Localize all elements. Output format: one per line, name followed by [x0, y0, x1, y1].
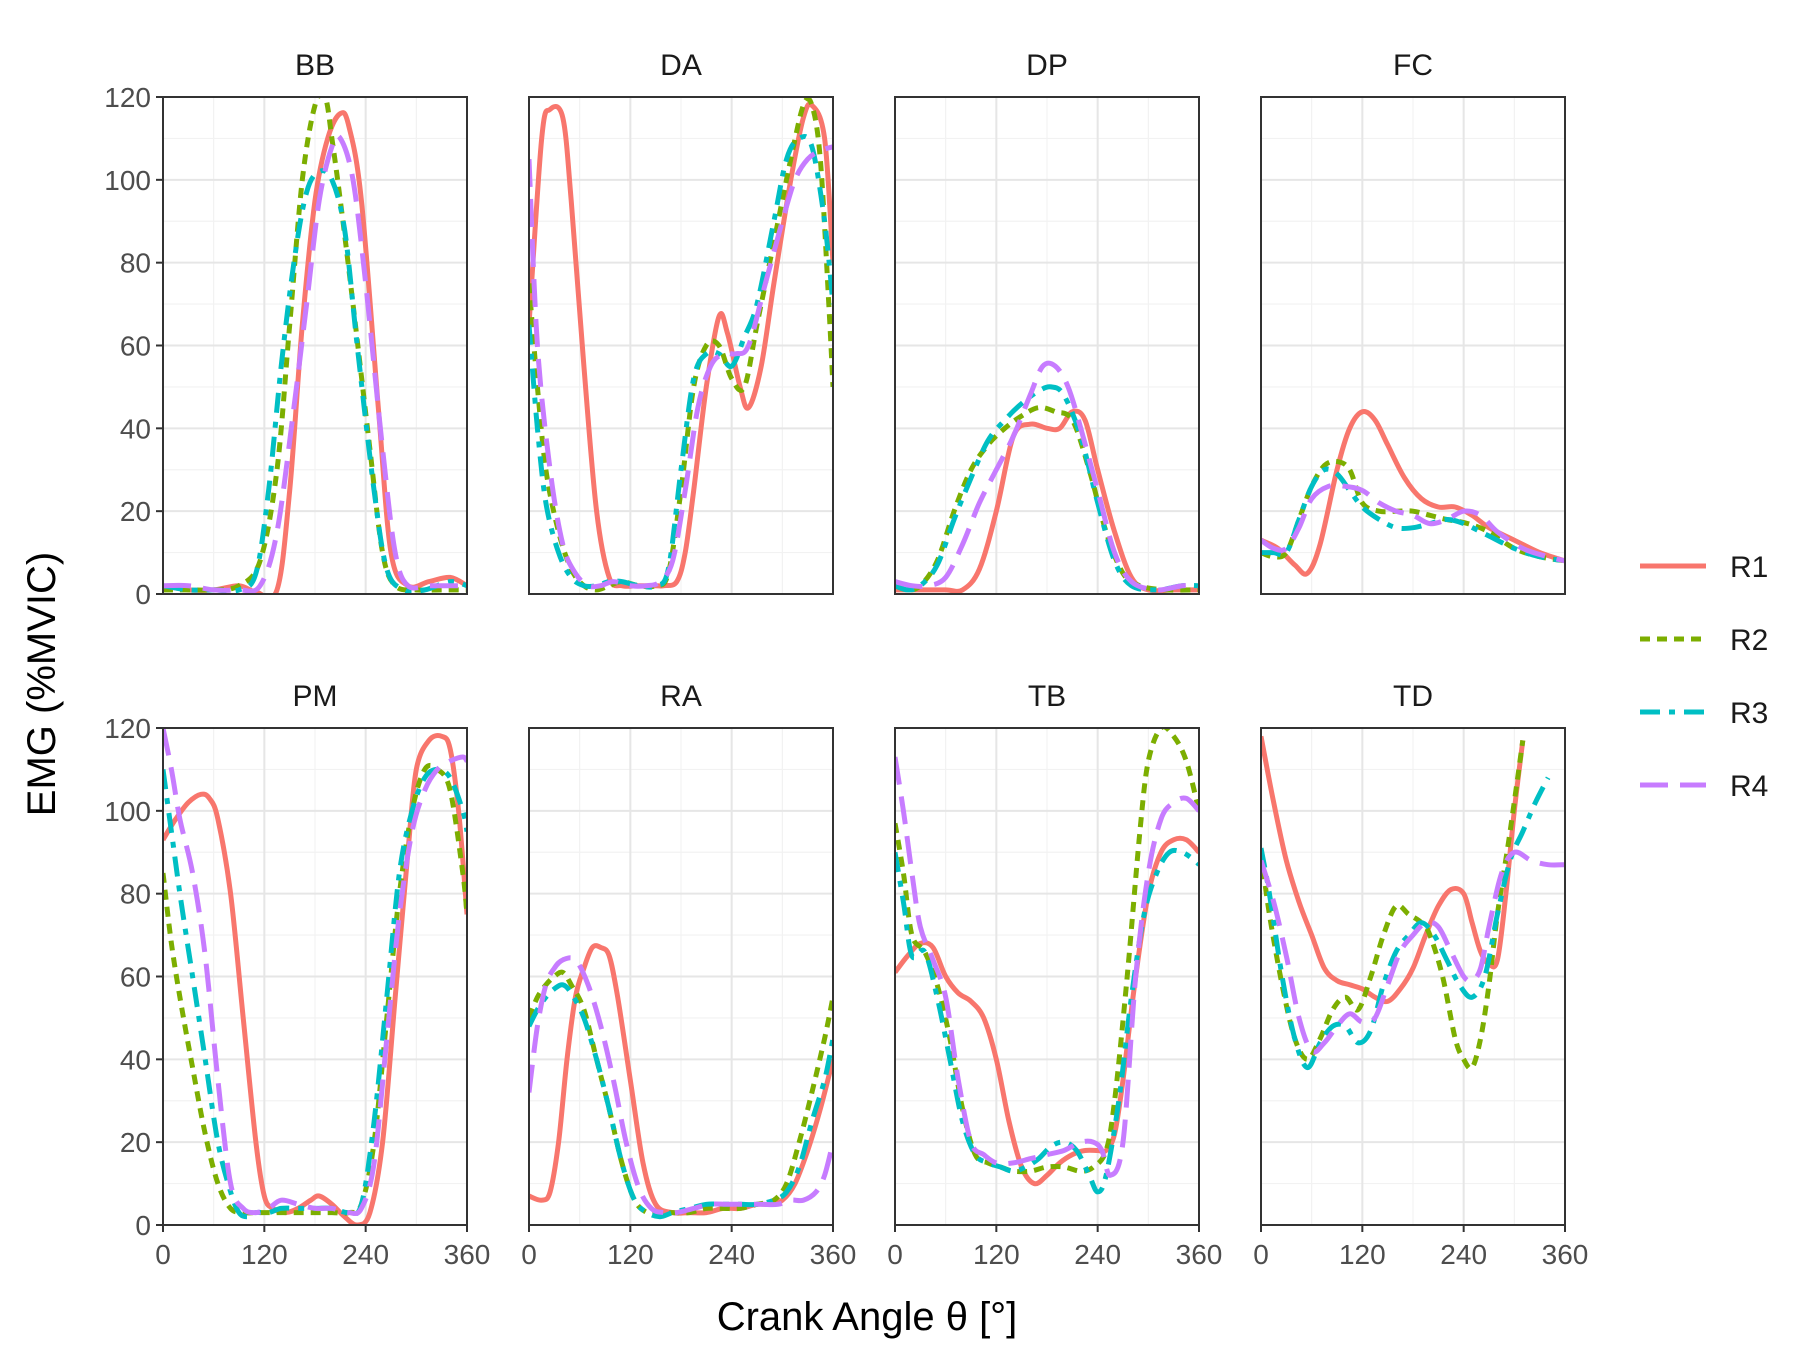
legend-label-r3: R3	[1730, 697, 1768, 730]
y-tick-label: 0	[135, 579, 151, 610]
legend: R1 R2 R3 R4	[1640, 551, 1768, 803]
x-tick-label: 120	[607, 1239, 654, 1270]
panel-title-bb: BB	[295, 49, 335, 82]
panel-td: TD 0 120 240 360	[1253, 680, 1588, 1270]
series-line-r4	[895, 756, 1199, 1178]
x-tick-label: 0	[521, 1239, 537, 1270]
y-tick-label: 100	[104, 796, 151, 827]
series-line-r1	[163, 733, 467, 1225]
series-line-r2	[895, 728, 1199, 1175]
x-tick-label: 240	[708, 1239, 755, 1270]
panel-border	[1260, 96, 1566, 595]
panel-title-pm: PM	[293, 680, 338, 713]
series-line-r1	[163, 110, 467, 594]
y-tick-label: 80	[120, 248, 151, 279]
x-tick-label: 360	[444, 1239, 491, 1270]
x-axis-title: Crank Angle θ [°]	[717, 1295, 1018, 1339]
series-line-r3	[895, 847, 1199, 1195]
series-line-r2	[1261, 740, 1526, 1071]
series-group	[1261, 735, 1565, 1071]
x-tick-label: 240	[342, 1239, 389, 1270]
x-tick-label: 0	[155, 1239, 171, 1270]
panel-title-da: DA	[660, 49, 702, 82]
y-tick-label: 20	[120, 496, 151, 527]
series-group	[895, 360, 1199, 594]
panel-border	[528, 727, 834, 1226]
x-tick-label: 0	[887, 1239, 903, 1270]
panel-fc: FC	[1260, 49, 1566, 595]
series-line-r2	[1261, 458, 1565, 564]
series-line-r3	[1261, 776, 1551, 1071]
series-line-r4	[1261, 849, 1565, 1055]
series-line-r4	[1261, 482, 1565, 564]
panel-ra: RA 0 120 240 360	[521, 680, 856, 1270]
panel-border	[1260, 727, 1566, 1226]
panel-title-dp: DP	[1026, 49, 1068, 82]
x-tick-label: 360	[1542, 1239, 1589, 1270]
series-line-r4	[163, 133, 467, 594]
series-line-r3	[1261, 466, 1565, 564]
y-tick-label: 60	[120, 962, 151, 993]
panel-border	[894, 96, 1200, 595]
panel-tb: TB 0 120 240 360	[887, 680, 1222, 1270]
series-group	[163, 728, 467, 1225]
legend-label-r1: R1	[1730, 551, 1768, 584]
series-group	[895, 728, 1199, 1195]
x-tick-label: 0	[1253, 1239, 1269, 1270]
y-axis-title: EMG (%MVIC)	[20, 552, 64, 816]
legend-item-r4: R4	[1640, 770, 1768, 803]
y-tick-label: 20	[120, 1127, 151, 1158]
series-line-r4	[163, 728, 467, 1217]
y-tick-label: 120	[104, 713, 151, 744]
panel-title-ra: RA	[660, 680, 702, 713]
y-tick-label: 120	[104, 82, 151, 113]
y-tick-label: 40	[120, 413, 151, 444]
legend-item-r2: R2	[1640, 624, 1768, 657]
series-group	[529, 943, 833, 1220]
series-line-r4	[529, 955, 833, 1216]
panel-title-fc: FC	[1393, 49, 1433, 82]
panel-pm: PM 0 20 40 60 80 100 120 0 120 240 360	[104, 680, 490, 1270]
panel-dp: DP	[894, 49, 1200, 595]
panel-border	[894, 727, 1200, 1226]
series-line-r1	[1261, 735, 1526, 1005]
panel-border	[528, 96, 834, 595]
y-tick-label: 80	[120, 879, 151, 910]
x-tick-label: 120	[973, 1239, 1020, 1270]
series-group	[1261, 409, 1565, 577]
series-group	[529, 97, 833, 593]
series-group	[163, 97, 467, 594]
series-line-r3	[895, 384, 1199, 593]
legend-item-r3: R3	[1640, 697, 1768, 730]
series-line-r3	[529, 133, 833, 590]
legend-item-r1: R1	[1640, 551, 1768, 584]
y-tick-label: 100	[104, 165, 151, 196]
y-tick-label: 60	[120, 331, 151, 362]
y-tick-label: 0	[135, 1210, 151, 1241]
x-tick-label: 240	[1440, 1239, 1487, 1270]
x-tick-label: 240	[1074, 1239, 1121, 1270]
x-tick-label: 120	[241, 1239, 288, 1270]
x-tick-label: 360	[810, 1239, 857, 1270]
legend-label-r2: R2	[1730, 624, 1768, 657]
series-line-r1	[895, 408, 1199, 594]
series-line-r3	[529, 982, 833, 1220]
series-line-r4	[895, 360, 1199, 593]
series-line-r2	[163, 762, 467, 1216]
panel-title-tb: TB	[1028, 680, 1066, 713]
y-tick-label: 40	[120, 1044, 151, 1075]
series-line-r4	[529, 144, 833, 590]
x-tick-label: 360	[1176, 1239, 1223, 1270]
legend-label-r4: R4	[1730, 770, 1768, 803]
panel-bb: BB 0 20 40 60 80 100 120	[104, 49, 468, 610]
series-line-r1	[1261, 409, 1565, 577]
panel-da: DA	[528, 49, 834, 595]
x-tick-label: 120	[1339, 1239, 1386, 1270]
panels-layer: BB 0 20 40 60 80 100 120 DA DP FC PM 0 20 40 60 80 100 120…	[104, 49, 1588, 1270]
panel-title-td: TD	[1393, 680, 1433, 713]
